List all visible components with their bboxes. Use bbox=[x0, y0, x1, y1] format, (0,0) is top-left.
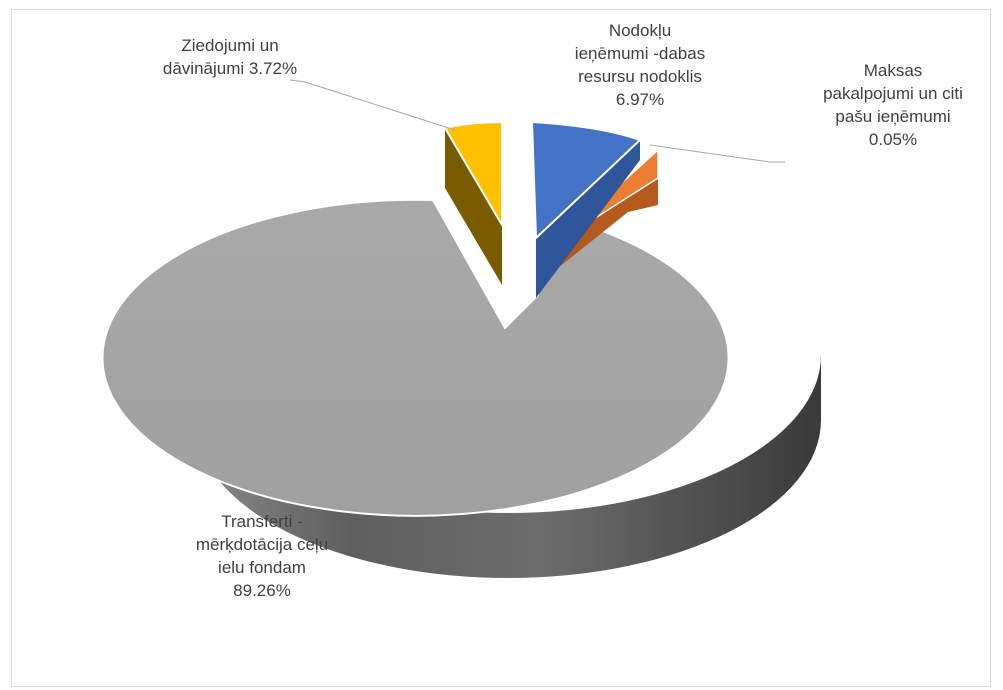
data-label-line: Ziedojumi un bbox=[181, 36, 278, 55]
data-label-line: pakalpojumi un citi bbox=[823, 84, 963, 103]
chart-frame bbox=[11, 9, 991, 687]
data-label-line: 89.26% bbox=[233, 581, 291, 600]
data-label-ziedojumi: Ziedojumi un dāvinājumi 3.72% bbox=[163, 36, 297, 78]
slice-yellow-side bbox=[445, 128, 502, 285]
data-label-line: dāvinājumi 3.72% bbox=[163, 59, 297, 78]
data-label-line: 6.97% bbox=[616, 90, 664, 109]
slice-blue-side bbox=[536, 140, 640, 298]
data-label-nodoklu: Nodokļu ieņēmumi -dabas resursu nodoklis 6.… bbox=[575, 21, 705, 109]
data-label-line: resursu nodoklis bbox=[578, 67, 702, 86]
data-label-line: pašu ieņēmumi bbox=[835, 107, 950, 126]
slice-blue-top bbox=[531, 121, 641, 239]
slice-grey-side bbox=[195, 355, 821, 578]
data-label-line: 0.05% bbox=[869, 130, 917, 149]
data-label-line: ieņēmumi -dabas bbox=[575, 44, 705, 63]
data-label-line: Maksas bbox=[864, 61, 923, 80]
leader-line-ziedojumi bbox=[289, 79, 456, 131]
slice-yellow-top bbox=[444, 121, 503, 226]
leader-line-maksas bbox=[649, 144, 785, 163]
slice-grey-top bbox=[101, 198, 730, 517]
data-label-line: Nodokļu bbox=[609, 21, 671, 40]
data-label-transferti: Transferti - mērķdotācija ceļu ielu fondam… bbox=[196, 512, 328, 600]
slice-orange-side bbox=[553, 178, 658, 272]
data-label-line: mērķdotācija ceļu bbox=[196, 535, 328, 554]
data-label-line: ielu fondam bbox=[218, 558, 306, 577]
data-label-maksas: Maksas pakalpojumi un citi pašu ieņēmumi 0.… bbox=[823, 61, 963, 149]
data-label-line: Transferti - bbox=[221, 512, 303, 531]
